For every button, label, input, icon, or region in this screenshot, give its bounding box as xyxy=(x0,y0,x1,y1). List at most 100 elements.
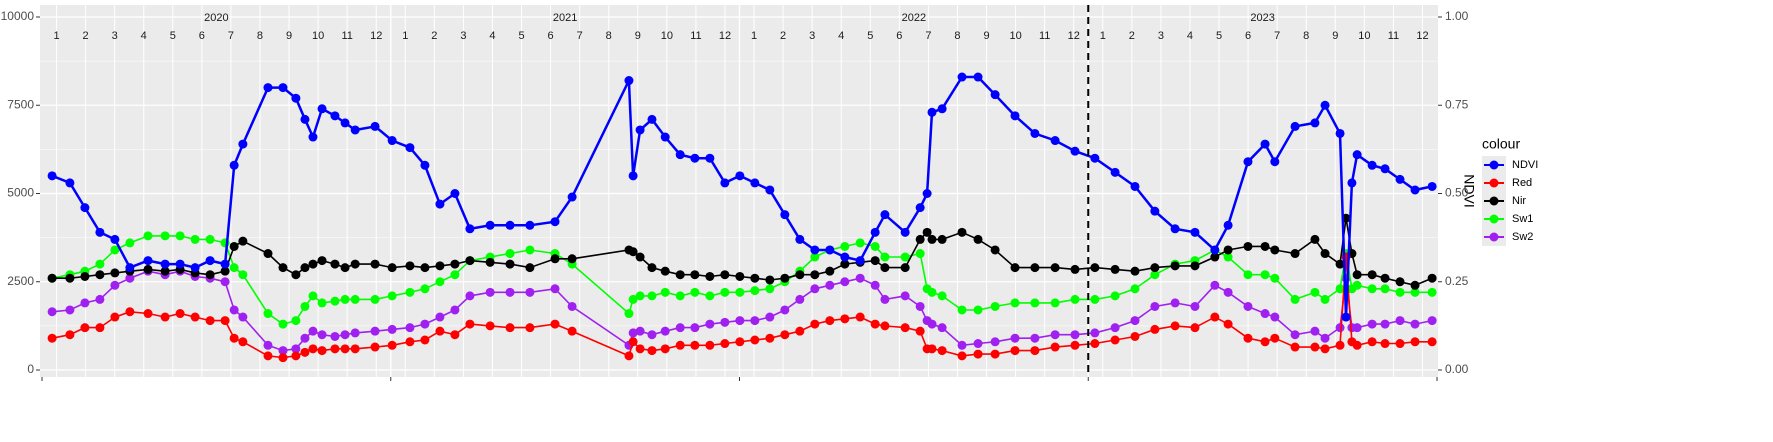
data-point xyxy=(628,328,638,338)
legend-dot xyxy=(1489,196,1499,206)
data-point xyxy=(1150,270,1160,280)
data-point xyxy=(1223,220,1233,230)
y2-tick-label: 1.00 xyxy=(1445,9,1469,23)
data-point xyxy=(340,294,350,304)
month-label: 11 xyxy=(1039,30,1050,42)
data-point xyxy=(840,241,850,251)
data-point xyxy=(1090,263,1100,273)
data-point xyxy=(550,319,560,329)
data-point xyxy=(1190,301,1200,311)
data-point xyxy=(1290,121,1300,131)
data-point xyxy=(1170,224,1180,234)
month-label: 1 xyxy=(751,30,757,42)
data-point xyxy=(1395,287,1405,297)
data-point xyxy=(278,319,288,329)
data-point xyxy=(1270,333,1280,343)
data-point xyxy=(660,132,670,142)
data-point xyxy=(647,114,657,124)
data-point xyxy=(1243,157,1253,167)
data-point xyxy=(1352,280,1362,290)
data-point xyxy=(95,294,105,304)
data-point xyxy=(485,257,495,267)
year-label: 2023 xyxy=(1250,12,1274,24)
data-point xyxy=(1320,249,1330,259)
data-point xyxy=(1170,261,1180,271)
data-point xyxy=(840,277,850,287)
data-point xyxy=(900,263,910,273)
month-label: 6 xyxy=(896,30,902,42)
data-point xyxy=(750,316,760,326)
data-point xyxy=(238,337,248,347)
data-point xyxy=(1410,280,1420,290)
data-point xyxy=(465,291,475,301)
data-point xyxy=(1260,270,1270,280)
data-point xyxy=(705,319,715,329)
data-point xyxy=(1352,150,1362,160)
data-point xyxy=(1427,287,1437,297)
data-point xyxy=(143,231,153,241)
data-point xyxy=(300,333,310,343)
data-point xyxy=(125,238,135,248)
data-point xyxy=(175,259,185,269)
data-point xyxy=(229,305,239,315)
data-point xyxy=(750,273,760,283)
legend-dot xyxy=(1489,232,1499,242)
data-point xyxy=(350,344,360,354)
legend-dot xyxy=(1489,178,1499,188)
data-point xyxy=(1320,294,1330,304)
data-point xyxy=(317,104,327,114)
data-point xyxy=(1090,294,1100,304)
data-point xyxy=(855,273,865,283)
data-point xyxy=(1380,273,1390,283)
data-point xyxy=(47,333,57,343)
data-point xyxy=(780,330,790,340)
data-point xyxy=(825,280,835,290)
data-point xyxy=(705,291,715,301)
data-point xyxy=(1320,100,1330,110)
data-point xyxy=(330,111,340,121)
data-point xyxy=(387,291,397,301)
data-point xyxy=(420,284,430,294)
data-point xyxy=(660,326,670,336)
data-point xyxy=(238,270,248,280)
data-point xyxy=(308,259,318,269)
data-point xyxy=(300,301,310,311)
legend-title: colour xyxy=(1482,136,1520,152)
data-point xyxy=(160,266,170,276)
data-point xyxy=(1050,136,1060,146)
data-point xyxy=(937,323,947,333)
data-point xyxy=(705,271,715,281)
data-point xyxy=(915,326,925,336)
data-point xyxy=(278,263,288,273)
data-point xyxy=(229,263,239,273)
data-point xyxy=(47,171,57,181)
data-point xyxy=(143,256,153,266)
data-point xyxy=(525,220,535,230)
data-point xyxy=(750,286,760,296)
data-point xyxy=(720,339,730,349)
data-point xyxy=(550,254,560,264)
data-point xyxy=(1243,301,1253,311)
data-point xyxy=(1380,339,1390,349)
data-point xyxy=(291,344,301,354)
data-point xyxy=(465,256,475,266)
data-point xyxy=(420,160,430,170)
data-point xyxy=(735,171,745,181)
data-point xyxy=(330,259,340,269)
data-point xyxy=(628,337,638,347)
data-point xyxy=(765,333,775,343)
data-point xyxy=(263,351,273,361)
data-point xyxy=(973,339,983,349)
data-point xyxy=(1367,337,1377,347)
data-point xyxy=(370,326,380,336)
data-point xyxy=(1010,333,1020,343)
data-point xyxy=(1223,245,1233,255)
data-point xyxy=(900,252,910,262)
legend-label: Sw1 xyxy=(1512,213,1533,225)
data-point xyxy=(973,349,983,359)
data-point xyxy=(1395,316,1405,326)
data-point xyxy=(485,321,495,331)
data-point xyxy=(1290,342,1300,352)
data-point xyxy=(720,270,730,280)
data-point xyxy=(450,305,460,315)
